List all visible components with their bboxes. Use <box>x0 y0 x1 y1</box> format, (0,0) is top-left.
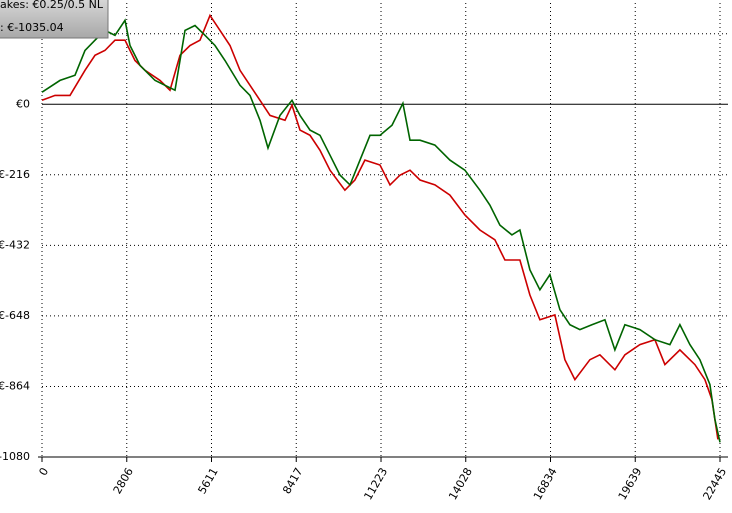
label-layer: €216€0€-216€-432€-648€-864€-108002806561… <box>0 27 729 503</box>
y-tick-label: €-1080 <box>0 450 30 463</box>
series-line <box>41 18 721 443</box>
x-tick-label: 5611 <box>195 466 220 497</box>
x-tick-label: 22445 <box>700 466 729 503</box>
x-tick-label: 16834 <box>531 466 560 503</box>
info-total: : €-1035.04 <box>0 21 64 34</box>
y-tick-label: €0 <box>16 97 30 110</box>
line-layer <box>41 13 721 443</box>
info-box: akes: €0.25/0.5 NL : €-1035.04 <box>0 0 109 39</box>
x-tick-label: 19639 <box>616 466 645 503</box>
y-tick-label: €-432 <box>0 238 30 251</box>
series-line <box>41 13 719 440</box>
grid-layer <box>38 3 728 462</box>
info-stakes: akes: €0.25/0.5 NL <box>0 0 104 11</box>
y-tick-label: €-864 <box>0 379 30 392</box>
x-tick-label: 2806 <box>111 466 136 497</box>
x-tick-label: 0 <box>36 466 51 479</box>
x-tick-label: 14028 <box>446 466 475 503</box>
y-tick-label: €-648 <box>0 309 30 322</box>
info-box-bg <box>0 0 109 39</box>
x-tick-label: 8417 <box>280 466 305 497</box>
x-tick-label: 11223 <box>361 466 390 503</box>
y-tick-label: €-216 <box>0 168 30 181</box>
